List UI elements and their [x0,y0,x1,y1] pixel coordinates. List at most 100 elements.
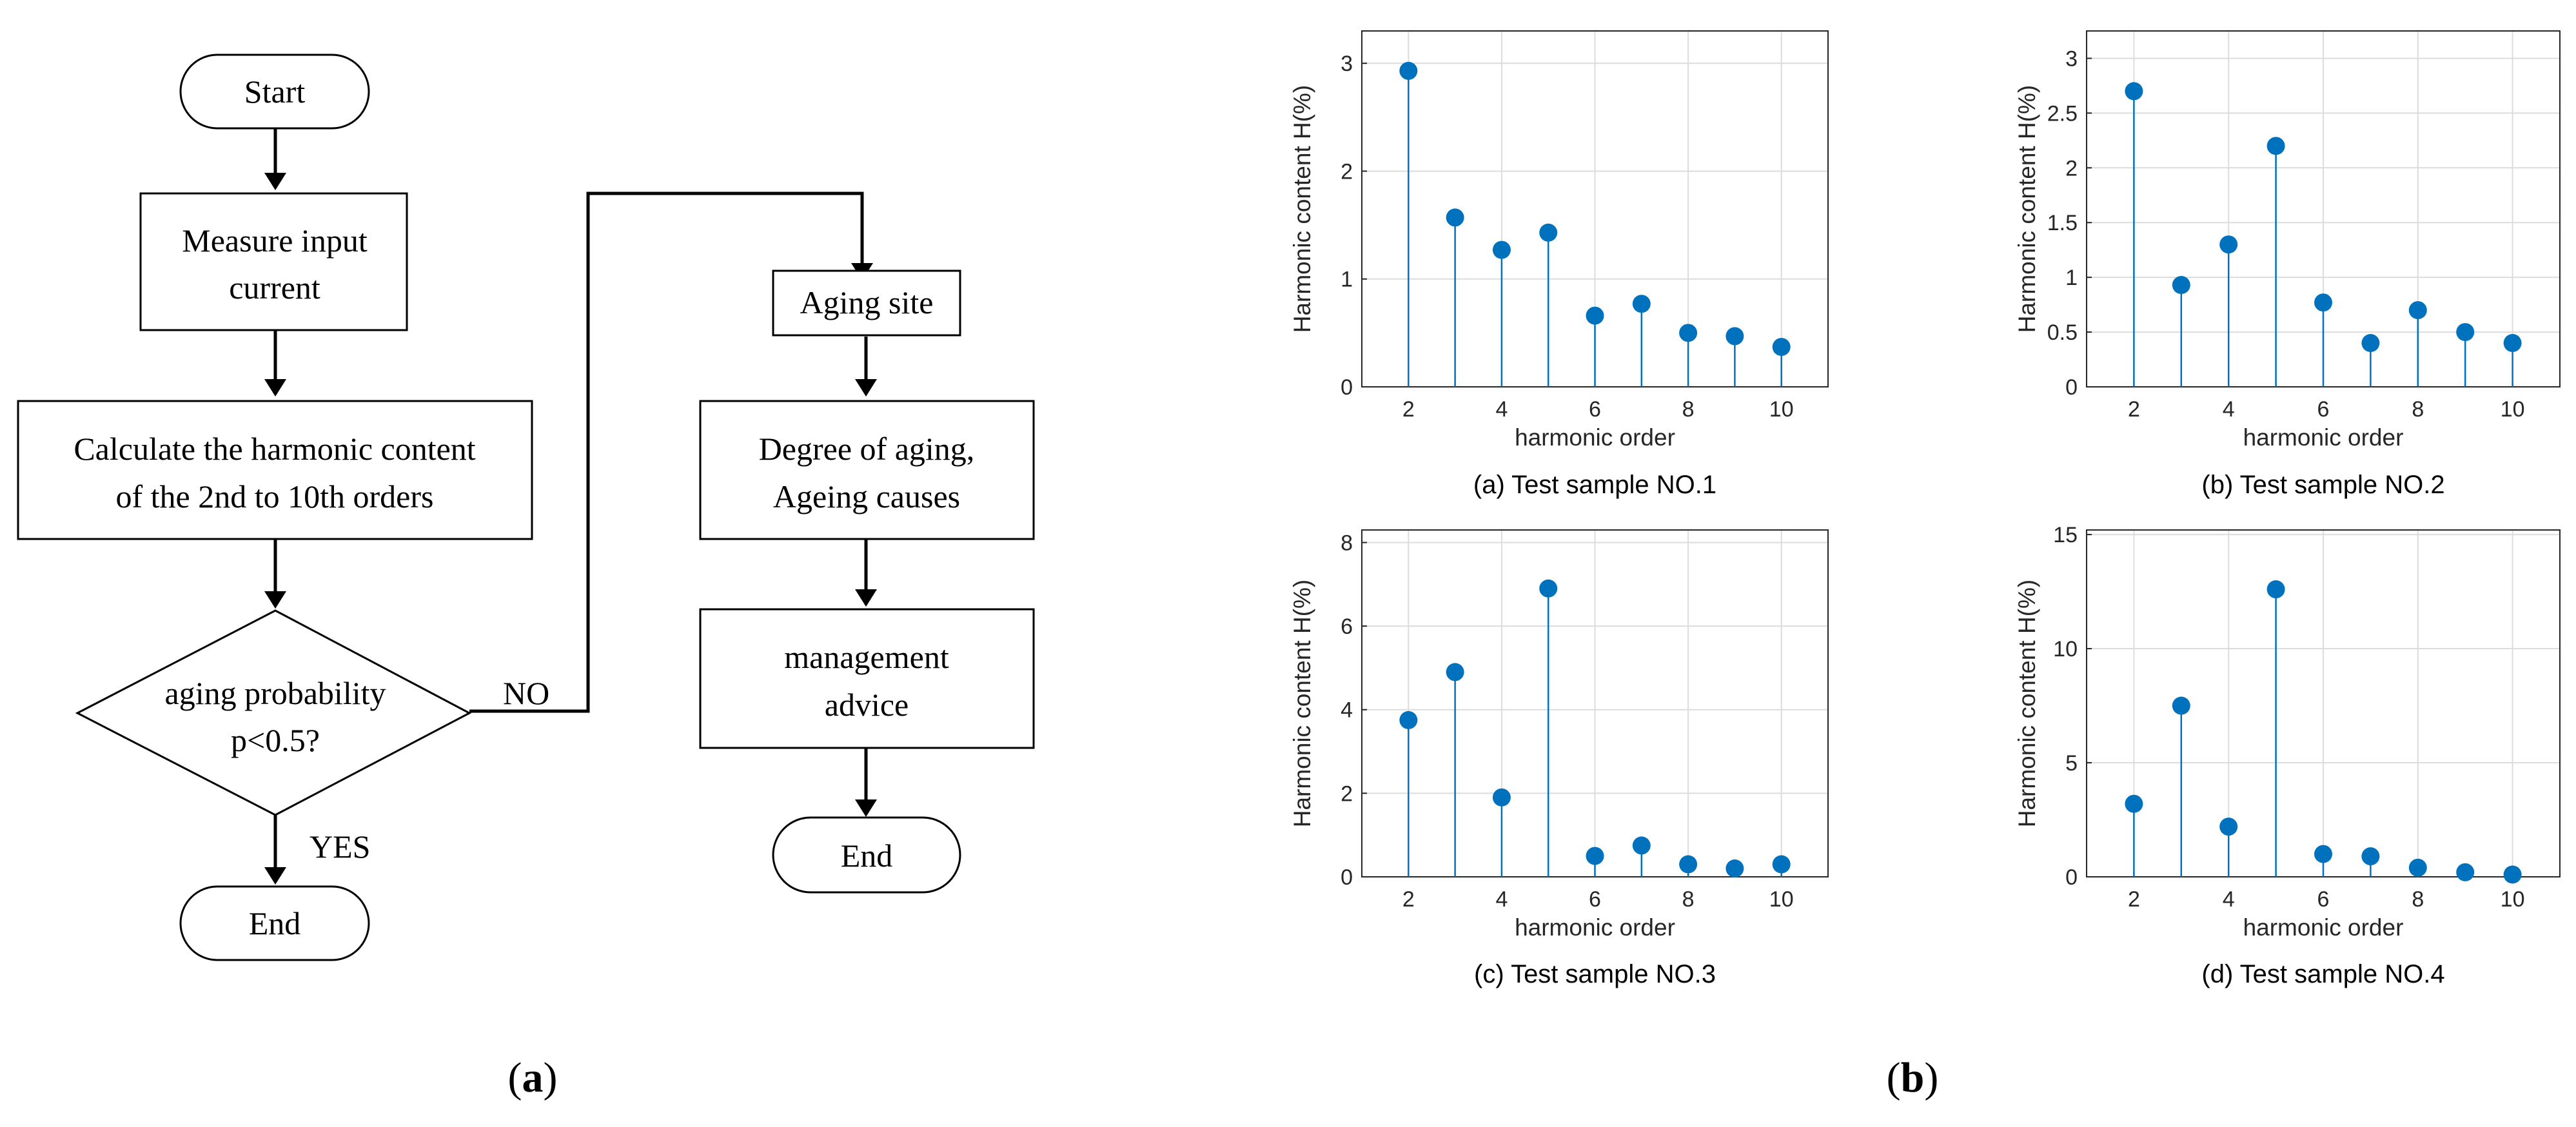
x-axis-label: harmonic order [2243,424,2404,451]
y-tick-label: 10 [2053,637,2078,662]
decision-label-line2: p<0.5? [231,722,320,758]
stem-marker [2408,858,2427,877]
stem-marker [1586,847,1604,865]
calculate-label-line2: of the 2nd to 10th orders [116,478,434,514]
y-tick-label: 0 [2065,375,2078,400]
y-tick-label: 2 [1341,159,1353,184]
stem-marker [1772,338,1791,357]
management-label-line2: advice [825,687,909,723]
chart-caption: (d) Test sample NO.4 [2201,960,2444,988]
y-tick-label: 0.5 [2047,320,2078,345]
x-axis-label: harmonic order [1515,914,1675,941]
end-node-right: End [772,816,961,894]
y-axis-label: Harmonic content H(%) [2014,580,2040,828]
y-tick-label: 8 [1341,531,1353,555]
stem-marker [1492,240,1511,259]
x-tick-label: 10 [1769,397,1794,422]
x-tick-label: 2 [1402,887,1415,912]
y-tick-label: 2.5 [2047,101,2078,126]
aging-site-label: Aging site [800,284,934,320]
stem-marker [2314,293,2332,312]
x-tick-label: 8 [2412,397,2424,422]
y-axis-label: Harmonic content H(%) [1289,85,1315,333]
y-tick-label: 3 [2065,46,2078,71]
measure-label-line1: Measure input [182,222,368,259]
yes-label: YES [310,828,370,865]
stem-marker [1726,327,1744,346]
y-tick-label: 3 [1341,52,1353,76]
x-tick-label: 6 [1589,397,1601,422]
y-tick-label: 0 [2065,865,2078,890]
y-tick-label: 5 [2065,751,2078,776]
arrow-no-branch [469,191,864,713]
x-tick-label: 2 [1402,397,1415,422]
x-tick-label: 8 [2412,887,2424,912]
stem-marker [2456,863,2475,881]
stem-marker [1492,788,1511,807]
x-tick-label: 10 [2501,887,2525,912]
y-tick-label: 0 [1341,375,1353,400]
stem-marker [2219,235,2238,254]
y-tick-label: 1 [1341,268,1353,292]
x-tick-label: 2 [2128,397,2140,422]
stem-marker [1632,295,1651,313]
end-left-label: End [249,905,301,941]
stem-marker [2503,865,2522,884]
y-axis-label: Harmonic content H(%) [1289,580,1315,828]
arrowhead-icon [855,379,877,397]
stem-marker [2503,334,2522,353]
arrowhead-icon [855,589,877,607]
y-tick-label: 1 [2065,266,2078,290]
calculate-label-line1: Calculate the harmonic content [74,431,475,467]
arrowhead-icon [264,867,286,885]
x-tick-label: 6 [1589,887,1601,912]
arrowhead-icon [264,379,286,397]
stem-marker [2266,580,2285,599]
chart-caption: (b) Test sample NO.2 [2201,471,2444,499]
stem-marker [1586,306,1604,325]
stem-marker [2361,847,2380,866]
stem-marker [1632,836,1651,855]
measure-node: Measure input current [139,192,408,331]
stem-marker [2125,82,2143,101]
y-tick-label: 6 [1341,614,1353,639]
stem-marker [1772,855,1791,874]
management-label-line1: management [784,639,949,675]
stem-marker [2172,696,2190,715]
no-label: NO [503,675,549,711]
degree-node: Degree of aging, Ageing causes [699,400,1035,540]
aging-site-node: Aging site [772,270,961,337]
x-tick-label: 4 [2223,887,2235,912]
chart-caption: (c) Test sample NO.3 [1474,960,1716,988]
x-axis-label: harmonic order [1515,424,1675,451]
y-axis-label: Harmonic content H(%) [2014,85,2040,333]
x-tick-label: 2 [2128,887,2140,912]
panel-label-b: (b) [1887,1054,1939,1101]
y-tick-label: 0 [1341,865,1353,890]
stem-marker [1679,855,1698,874]
y-tick-label: 2 [1341,781,1353,806]
y-tick-label: 1.5 [2047,211,2078,235]
stem-marker [2125,794,2143,813]
x-tick-label: 10 [2501,397,2525,422]
x-tick-label: 10 [1769,887,1794,912]
stem-marker [2456,323,2475,342]
stem-marker [1539,579,1558,598]
stem-marker [2219,818,2238,836]
end-right-label: End [841,838,893,874]
decision-label-line1: aging probability [165,675,386,711]
stem-marker [1446,663,1464,681]
start-node: Start [179,54,370,130]
stem-marker [2314,845,2332,863]
stem-chart-4: 2 4 6 8 10 0 5 10 15 harmonic order Harmonic conte… [2014,523,2561,988]
stem-chart-1: 2 4 6 8 10 0 1 2 3 harmonic order Harmonic content… [1289,30,1829,499]
stem-marker [1539,223,1558,242]
x-tick-label: 8 [1682,397,1695,422]
arrowhead-icon [855,799,877,817]
decision-node: aging probability p<0.5? [75,609,472,816]
x-axis-label: harmonic order [2243,914,2404,941]
stem-chart-2: 2 4 6 8 10 0 0.5 1 1.5 2 2.5 3 harmonic order Harmoni… [2014,30,2561,499]
stem-marker [1399,61,1418,80]
x-tick-label: 4 [2223,397,2235,422]
